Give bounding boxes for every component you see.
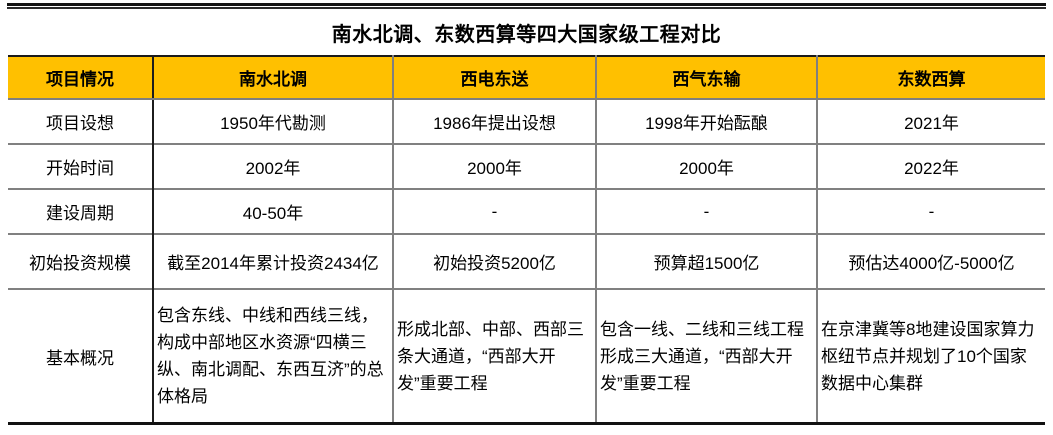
cell-value: 在京津冀等8地建设国家算力枢纽节点并规划了10个国家数据中心集群: [821, 319, 1035, 393]
header-cell-west-east-power: 西电东送: [393, 56, 597, 100]
cell-value: -: [393, 189, 597, 234]
cell-value: 包含东线、中线和西线三线，构成中部地区水资源“四横三纵、南北调配、东西互济”的总…: [153, 289, 394, 424]
cell-value: 1950年代勘测: [153, 99, 394, 144]
cell-value: 截至2014年累计投资2434亿: [153, 234, 394, 289]
header-cell-east-data-west-compute: 东数西算: [817, 56, 1045, 100]
row-label: 初始投资规模: [8, 234, 154, 289]
header-cell-west-east-gas: 西气东输: [596, 56, 818, 100]
table-row-initial-investment: 初始投资规模 截至2014年累计投资2434亿 初始投资5200亿 预算超150…: [8, 234, 1045, 289]
header-cell-project-info: 项目情况: [8, 56, 154, 100]
table-row-construction-period: 建设周期 40-50年 - - -: [8, 189, 1045, 234]
table-row-conception: 项目设想 1950年代勘测 1986年提出设想 1998年开始酝酿 2021年: [8, 99, 1045, 144]
cell-value: 2000年: [596, 144, 818, 189]
page-title: 南水北调、东数西算等四大国家级工程对比: [331, 24, 722, 46]
cell-value: 包含一线、二线和三线工程形成三大通道，“西部大开发”重要工程: [596, 289, 818, 424]
cell-value: 形成北部、中部、西部三条大通道，“西部大开发”重要工程: [393, 289, 597, 424]
row-label: 基本概况: [8, 289, 154, 424]
cell-value: 预估达4000亿-5000亿: [848, 254, 1015, 273]
row-label: 项目设想: [8, 99, 154, 144]
row-label: 建设周期: [8, 189, 154, 234]
cell-value: 1998年开始酝酿: [596, 99, 818, 144]
cell-value: 1986年提出设想: [393, 99, 597, 144]
table-row-basic-overview: 基本概况 包含东线、中线和西线三线，构成中部地区水资源“四横三纵、南北调配、东西…: [8, 289, 1045, 424]
table-row-start-time: 开始时间 2002年 2000年 2000年 2022年: [8, 144, 1045, 189]
cell-value: 2000年: [393, 144, 597, 189]
cell-value: -: [596, 189, 818, 234]
cell-value: 2002年: [153, 144, 394, 189]
table-body: 项目设想 1950年代勘测 1986年提出设想 1998年开始酝酿 2021年 …: [8, 99, 1045, 424]
row-label: 开始时间: [8, 144, 154, 189]
cell-value: -: [928, 201, 935, 221]
header-row: 项目情况 南水北调 西电东送 西气东输 东数西算: [8, 56, 1045, 100]
cell-value: 40-50年: [153, 189, 394, 234]
top-divider-rule: [7, 3, 1046, 7]
header-cell-south-north-water: 南水北调: [153, 56, 394, 100]
cell-value: 初始投资5200亿: [393, 234, 597, 289]
cell-value: 2022年: [904, 159, 959, 178]
table-header: 项目情况 南水北调 西电东送 西气东输 东数西算: [8, 56, 1045, 100]
comparison-table: 项目情况 南水北调 西电东送 西气东输 东数西算 项目设想 1950年代勘测 1…: [8, 55, 1045, 425]
cell-value: 2021年: [904, 114, 959, 133]
cell-value: 预算超1500亿: [596, 234, 818, 289]
